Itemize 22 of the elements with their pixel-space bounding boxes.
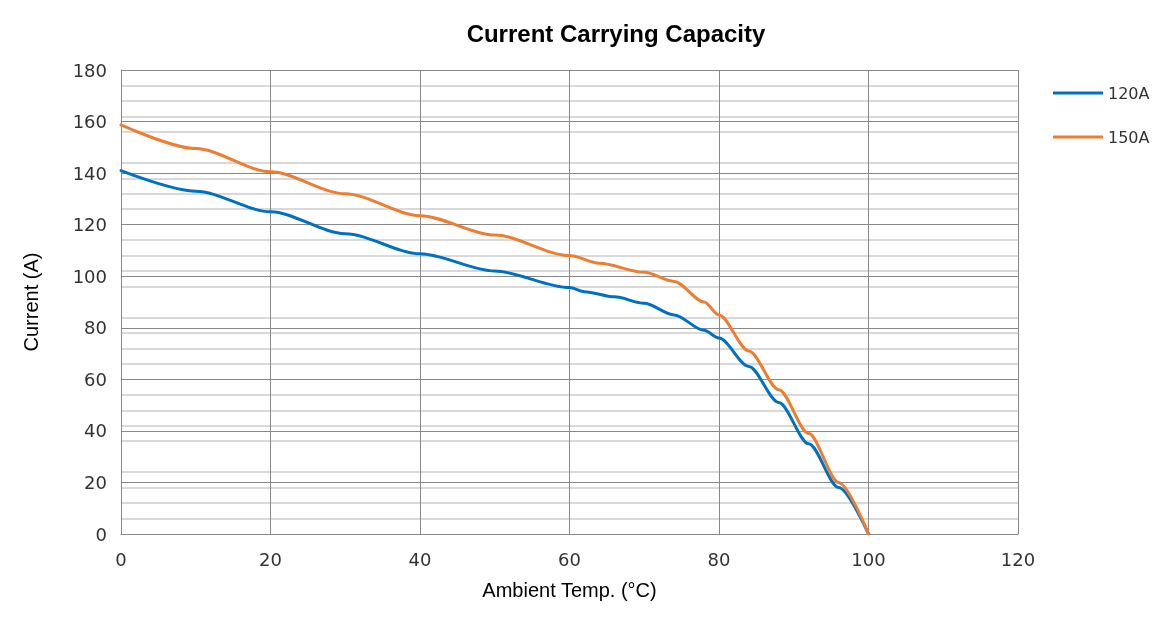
y-tick-label: 0 — [95, 523, 107, 545]
x-tick-label: 80 — [707, 548, 731, 570]
x-tick-label: 0 — [115, 548, 127, 570]
y-tick-label: 160 — [72, 111, 107, 133]
x-tick-label: 120 — [1000, 548, 1036, 570]
y-tick-label: 60 — [84, 368, 107, 390]
x-tick-label: 100 — [851, 548, 886, 570]
x-axis-title: Ambient Temp. (°C) — [482, 579, 657, 601]
y-tick-label: 80 — [84, 317, 107, 339]
legend-label: 120A — [1108, 83, 1150, 103]
y-tick-label: 100 — [72, 265, 107, 287]
y-axis-title: Current (A) — [20, 252, 42, 352]
y-tick-label: 120 — [72, 214, 107, 236]
y-tick-label: 40 — [84, 420, 107, 442]
x-tick-label: 40 — [408, 548, 432, 570]
x-tick-label: 20 — [259, 548, 282, 570]
y-tick-label: 20 — [84, 471, 107, 493]
x-tick-label: 60 — [558, 548, 581, 570]
legend-label: 150A — [1108, 127, 1150, 147]
y-tick-label: 180 — [72, 59, 107, 81]
chart-title: Current Carrying Capacity — [466, 19, 767, 47]
y-tick-label: 140 — [72, 162, 107, 184]
